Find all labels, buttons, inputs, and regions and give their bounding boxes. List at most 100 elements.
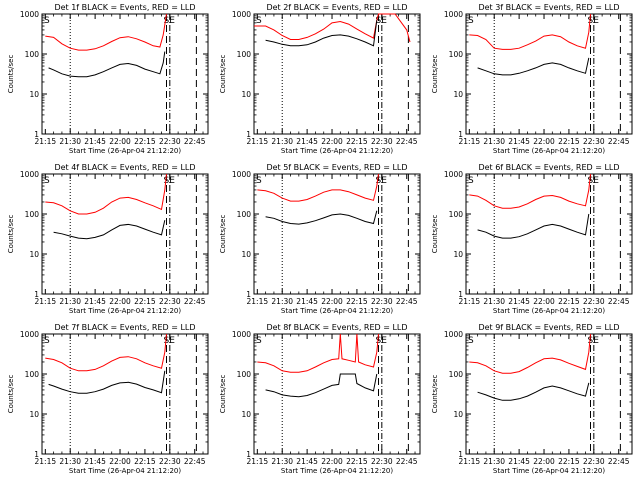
y-tick-label: 1000 <box>232 330 251 339</box>
y-tick-label: 1 <box>246 450 251 459</box>
panel-title: Det 6f BLACK = Events, RED = LLD <box>478 163 619 172</box>
start-marker: S <box>256 176 262 186</box>
x-tick-label: 21:45 <box>296 457 318 466</box>
x-tick-label: 21:30 <box>483 297 505 306</box>
x-axis-label: Start Time (26-Apr-04 21:12:20) <box>493 307 605 315</box>
y-tick-label: 10 <box>241 90 251 99</box>
events-rate-line <box>265 373 378 398</box>
start-marker: S <box>468 16 474 26</box>
start-marker: S <box>468 336 474 346</box>
x-axis-label: Start Time (26-Apr-04 21:12:20) <box>69 467 181 475</box>
y-axis-label: Counts/sec <box>219 55 227 94</box>
y-tick-label: 1000 <box>444 170 463 179</box>
x-axis-label: Start Time (26-Apr-04 21:12:20) <box>493 147 605 155</box>
x-axis-label: Start Time (26-Apr-04 21:12:20) <box>493 467 605 475</box>
x-axis-label: Start Time (26-Apr-04 21:12:20) <box>69 147 181 155</box>
x-axis-label: Start Time (26-Apr-04 21:12:20) <box>69 307 181 315</box>
y-tick-label: 1 <box>458 130 463 139</box>
y-tick-label: 10 <box>241 410 251 419</box>
y-axis-label: Counts/sec <box>219 375 227 414</box>
y-axis-label: Counts/sec <box>431 215 439 254</box>
detector-panel: Det 2f BLACK = Events, RED = LLD 1 10 100 10… <box>219 3 421 155</box>
detector-panel: Det 3f BLACK = Events, RED = LLD 1 10 100 10… <box>431 3 633 155</box>
x-axis-label: Start Time (26-Apr-04 21:12:20) <box>281 147 393 155</box>
x-tick-label: 22:15 <box>134 457 156 466</box>
x-tick-label: 22:00 <box>109 457 131 466</box>
panel-title: Det 5f BLACK = Events, RED = LLD <box>266 163 407 172</box>
x-tick-label: 22:15 <box>134 137 156 146</box>
detector-panel: Det 4f BLACK = Events, RED = LLD 1 10 100 10… <box>7 163 209 315</box>
x-tick-label: 21:30 <box>483 137 505 146</box>
x-tick-label: 22:00 <box>533 297 555 306</box>
lld-rate-line <box>45 173 167 215</box>
detector-panel: Det 6f BLACK = Events, RED = LLD 1 10 100 10… <box>431 163 633 315</box>
x-tick-label: 21:45 <box>508 457 530 466</box>
y-tick-label: 1 <box>34 130 39 139</box>
y-tick-label: 1 <box>246 130 251 139</box>
end-marker: SE <box>588 16 600 26</box>
x-tick-label: 21:30 <box>271 137 293 146</box>
end-marker: SE <box>376 16 388 26</box>
y-tick-label: 10 <box>29 250 39 259</box>
events-rate-line <box>48 51 166 78</box>
lld-rate-line <box>45 13 167 51</box>
y-tick-label: 1 <box>34 450 39 459</box>
x-tick-label: 22:45 <box>608 457 630 466</box>
y-tick-label: 1000 <box>20 330 39 339</box>
x-tick-label: 21:45 <box>508 137 530 146</box>
plot-frame <box>41 173 209 295</box>
x-tick-label: 22:30 <box>371 297 393 306</box>
events-rate-line <box>265 20 378 47</box>
y-tick-label: 1000 <box>444 10 463 19</box>
x-tick-label: 22:15 <box>558 297 580 306</box>
start-marker: S <box>256 336 262 346</box>
y-axis-label: Counts/sec <box>7 55 15 94</box>
y-tick-label: 1 <box>246 290 251 299</box>
x-tick-label: 21:30 <box>271 457 293 466</box>
x-tick-label: 22:30 <box>371 137 393 146</box>
x-tick-label: 22:00 <box>109 137 131 146</box>
panel-title: Det 3f BLACK = Events, RED = LLD <box>478 3 619 12</box>
x-tick-label: 21:30 <box>59 457 81 466</box>
x-tick-label: 21:15 <box>35 457 57 466</box>
y-tick-label: 10 <box>453 410 463 419</box>
y-tick-label: 1000 <box>20 10 39 19</box>
x-tick-label: 22:30 <box>583 137 605 146</box>
x-tick-label: 22:00 <box>533 137 555 146</box>
x-axis-label: Start Time (26-Apr-04 21:12:20) <box>281 307 393 315</box>
x-tick-label: 22:15 <box>558 457 580 466</box>
y-tick-label: 10 <box>29 90 39 99</box>
plot-frame <box>41 333 209 455</box>
plot-frame <box>41 13 209 135</box>
end-marker: SE <box>376 336 388 346</box>
end-marker: SE <box>164 336 176 346</box>
y-tick-label: 1 <box>458 290 463 299</box>
x-tick-label: 21:15 <box>247 457 269 466</box>
x-tick-label: 22:00 <box>321 457 343 466</box>
x-tick-label: 22:45 <box>396 137 418 146</box>
plot-frame <box>253 13 421 135</box>
x-tick-label: 21:45 <box>508 297 530 306</box>
end-marker: SE <box>588 336 600 346</box>
start-marker: S <box>44 336 50 346</box>
end-marker: SE <box>164 16 176 26</box>
panel-title: Det 1f BLACK = Events, RED = LLD <box>54 3 195 12</box>
x-tick-label: 21:45 <box>84 297 106 306</box>
x-tick-label: 22:30 <box>159 297 181 306</box>
x-tick-label: 22:15 <box>346 137 368 146</box>
events-rate-line <box>53 220 166 240</box>
events-rate-line <box>477 382 590 401</box>
events-rate-line <box>48 370 166 394</box>
x-axis-label: Start Time (26-Apr-04 21:12:20) <box>281 467 393 475</box>
x-tick-label: 21:45 <box>84 457 106 466</box>
panel-title: Det 8f BLACK = Events, RED = LLD <box>266 323 407 332</box>
lld-rate-line <box>469 13 591 50</box>
y-tick-label: 100 <box>25 210 40 219</box>
x-tick-label: 22:45 <box>608 137 630 146</box>
y-tick-label: 100 <box>449 50 464 59</box>
x-tick-label: 22:30 <box>583 297 605 306</box>
x-tick-label: 22:00 <box>321 137 343 146</box>
y-tick-label: 10 <box>29 410 39 419</box>
plot-frame <box>465 333 633 455</box>
